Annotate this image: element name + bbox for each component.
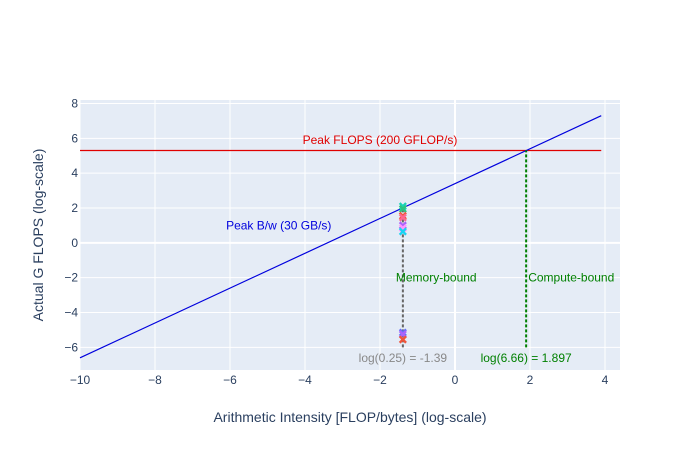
x-tick-label: −10 bbox=[70, 373, 91, 387]
x-tick-label: 0 bbox=[452, 373, 459, 387]
x-tick-label: 4 bbox=[602, 373, 609, 387]
y-tick-label: 4 bbox=[71, 166, 78, 180]
annotation-label: Memory-bound bbox=[396, 271, 477, 285]
data-point bbox=[398, 211, 407, 220]
y-tick-label: −4 bbox=[64, 306, 78, 320]
x-tick-label: −2 bbox=[373, 373, 387, 387]
annotation-label: log(0.25) = -1.39 bbox=[359, 351, 448, 365]
annotation-label: Peak FLOPS (200 GFLOP/s) bbox=[303, 133, 458, 147]
annotation-label: log(6.66) = 1.897 bbox=[481, 351, 572, 365]
y-tick-label: 2 bbox=[71, 201, 78, 215]
x-tick-label: −6 bbox=[223, 373, 237, 387]
data-point bbox=[398, 328, 407, 337]
y-tick-label: −2 bbox=[64, 271, 78, 285]
x-tick-label: 2 bbox=[527, 373, 534, 387]
data-point bbox=[398, 204, 407, 213]
grid-lines bbox=[79, 100, 620, 370]
series-line bbox=[79, 115, 602, 359]
x-tick-label: −8 bbox=[148, 373, 162, 387]
y-tick-label: 8 bbox=[71, 96, 78, 110]
annotations: Peak FLOPS (200 GFLOP/s) Peak B/w (30 GB/… bbox=[226, 133, 614, 365]
y-axis-title: Actual G FLOPS (log-scale) bbox=[30, 149, 46, 322]
annotation-label: Compute-bound bbox=[528, 271, 614, 285]
data-point bbox=[398, 213, 407, 222]
data-point bbox=[398, 335, 407, 344]
y-tick-labels: −6 −4 −2 0 2 4 6 8 bbox=[64, 96, 78, 354]
x-tick-label: −4 bbox=[298, 373, 312, 387]
series-lines bbox=[79, 115, 602, 359]
y-tick-label: 0 bbox=[71, 236, 78, 250]
data-point bbox=[398, 227, 407, 236]
x-axis-title: Arithmetic Intensity [FLOP/bytes] (log-s… bbox=[213, 409, 486, 425]
x-tick-labels: −10 −8 −6 −4 −2 0 2 4 bbox=[70, 373, 609, 387]
annotation-label: Peak B/w (30 GB/s) bbox=[226, 218, 331, 232]
y-tick-label: −6 bbox=[64, 340, 78, 354]
data-points bbox=[398, 202, 407, 344]
y-tick-label: 6 bbox=[71, 131, 78, 145]
